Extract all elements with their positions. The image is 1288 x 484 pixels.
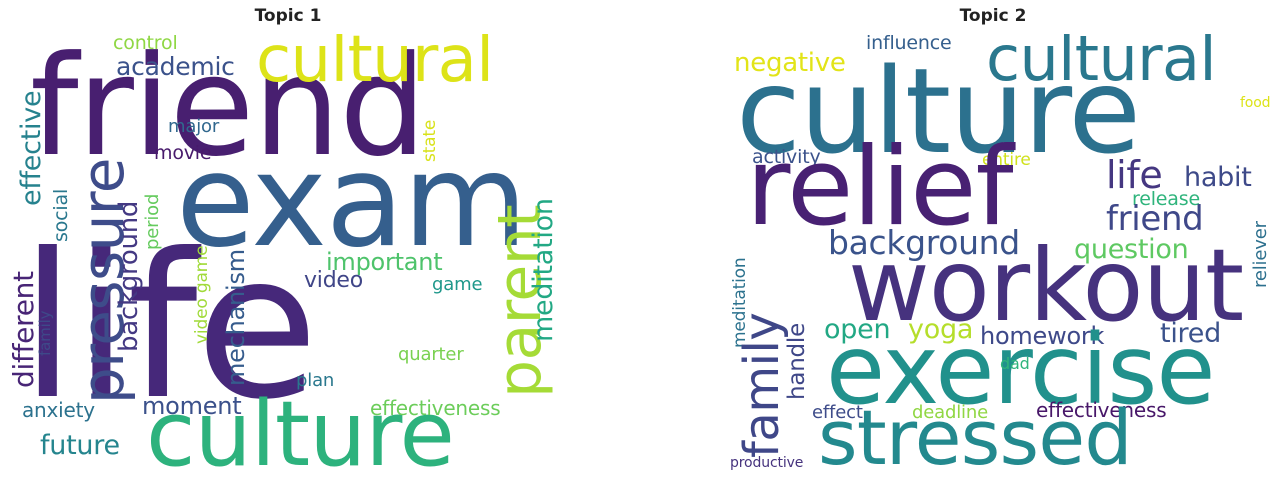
word-life: life [20,211,319,444]
word-exam: exam [176,127,528,276]
word-productive: productive [730,455,804,471]
word-effectiveness: effectiveness [370,396,501,420]
word-friend: friend [1106,199,1204,239]
word-influence: influence [866,34,952,54]
word-game: game [432,274,483,295]
word-relief: relief [746,125,1014,250]
word-cultural: cultural [256,34,494,97]
word-effective: effective [16,90,47,206]
topic-1-word-cloud: friend cultural control academic major m… [6,34,576,480]
word-life: life [1106,153,1163,197]
word-different: different [7,271,40,388]
word-background: background [114,200,144,352]
topic-2-word-cloud: influence negative cultural culture food… [710,34,1276,480]
word-cultural: cultural [986,34,1217,95]
word-question: question [1074,234,1189,265]
word-activity: activity [752,146,821,168]
word-friend: friend [30,34,427,187]
topic-2-title: Topic 2 [959,6,1027,26]
word-academic: academic [116,52,235,81]
word-quarter: quarter [398,344,464,365]
word-meditation: meditation [528,198,559,342]
word-tired: tired [1160,318,1221,349]
topic-1-title: Topic 1 [254,6,322,26]
word-major: major [168,116,220,137]
word-control: control [113,34,178,54]
word-mechanism: mechanism [222,249,250,386]
word-release: release [1132,188,1200,210]
word-state: state [420,119,440,162]
word-moment: moment [142,392,242,420]
word-period: period [142,193,163,250]
word-food: food [1240,95,1271,111]
word-entire: entire [982,150,1031,170]
word-negative: negative [734,48,846,78]
word-culture: culture [146,382,455,480]
word-stressed: stressed [818,393,1133,480]
word-culture: culture [736,42,1141,180]
word-deadline: deadline [912,402,989,423]
word-habit: habit [1184,162,1252,193]
word-yoga: yoga [908,314,974,345]
word-background: background [828,223,1020,262]
word-anxiety: anxiety [22,398,95,422]
word-exercise: exercise [826,314,1215,426]
word-open: open [824,314,891,345]
word-family: family [734,312,790,458]
word-movie: movie [154,142,212,164]
word-handle: handle [784,322,810,400]
word-effect: effect [812,402,863,423]
word-effectiveness: effectiveness [1036,398,1167,422]
word-video-game: video game [192,245,212,344]
word-future: future [40,430,120,461]
word-plan: plan [296,370,335,391]
word-workout: workout [848,227,1244,344]
word-homework: homework [980,322,1105,350]
word-video: video [304,268,363,293]
word-family: family [36,310,54,356]
word-important: important [326,248,443,276]
word-dad: dad [1000,354,1030,373]
word-reliever: reliever [1250,221,1271,288]
